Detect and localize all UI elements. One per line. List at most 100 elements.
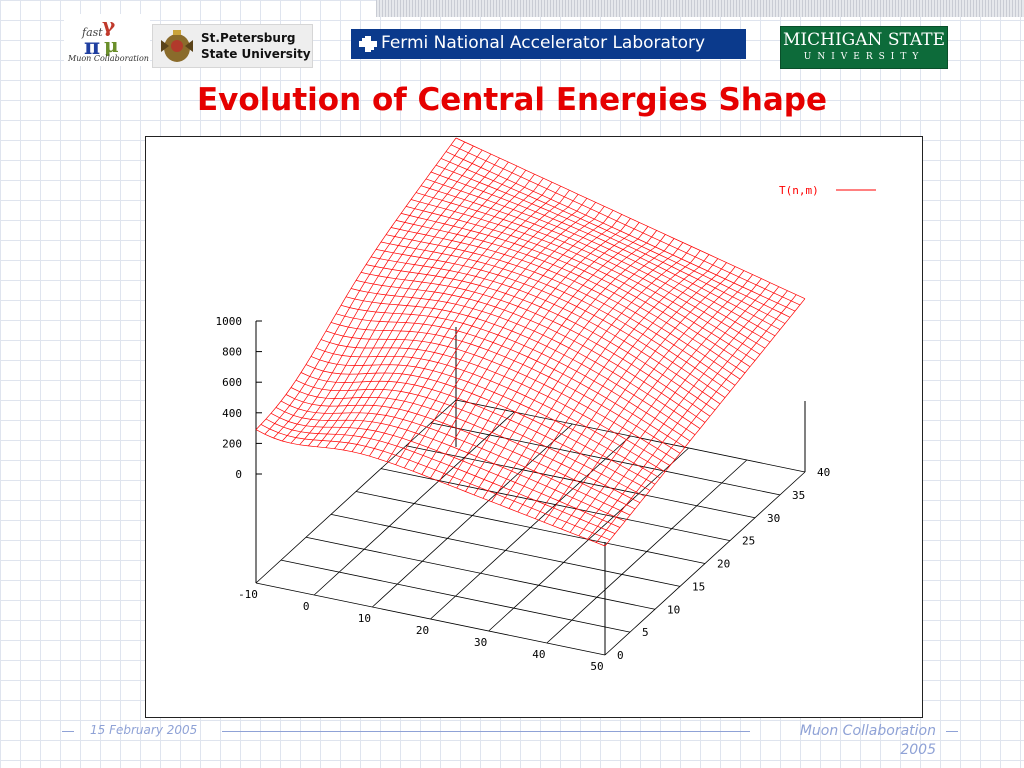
surface-line-n bbox=[264, 141, 465, 435]
floor-grid-line bbox=[430, 422, 781, 496]
surface-line-n bbox=[290, 153, 492, 444]
z-tick-label: 1000 bbox=[216, 315, 243, 328]
surface-line-n bbox=[456, 230, 657, 489]
surface-mesh bbox=[255, 137, 806, 547]
surface-line-m bbox=[320, 339, 671, 466]
spb-logo-line1: St.Petersburg bbox=[201, 31, 296, 45]
double-eagle-crest-icon bbox=[161, 30, 193, 62]
n-tick-label: 0 bbox=[303, 600, 310, 613]
floor-grid-line bbox=[305, 536, 656, 610]
svg-text:μ: μ bbox=[104, 33, 119, 56]
m-tick-label: 5 bbox=[642, 626, 649, 639]
tick-labels: 0 200 400 600 800 1000 -10 0 10 20 30 40 50 0 5 10 15 20 2… bbox=[216, 315, 831, 673]
surface-line-m bbox=[390, 227, 741, 380]
z-tick-label: 0 bbox=[235, 468, 242, 481]
surface-line-n bbox=[578, 286, 780, 537]
svg-text:π: π bbox=[84, 34, 100, 56]
surface-line-n bbox=[500, 250, 701, 506]
slide-title: Evolution of Central Energies Shape bbox=[196, 82, 828, 118]
surface-line-n bbox=[395, 202, 596, 465]
surface-line-n bbox=[561, 278, 762, 530]
m-tick-label: 35 bbox=[792, 489, 805, 502]
surface-line-n bbox=[343, 177, 544, 451]
muon-collaboration-logo: fast γ π μ Muon Collaboration bbox=[64, 13, 150, 66]
surface-line-n bbox=[534, 266, 736, 519]
n-tick-label: 10 bbox=[358, 612, 371, 625]
surface-line-n bbox=[491, 246, 692, 502]
surface-line-m bbox=[400, 213, 751, 367]
surface-line-n bbox=[421, 214, 623, 475]
m-tick-label: 40 bbox=[817, 466, 830, 479]
n-tick-label: 40 bbox=[532, 648, 545, 661]
surface-line-n bbox=[543, 270, 745, 523]
surface-line-n bbox=[369, 189, 570, 457]
floor-grid bbox=[255, 399, 806, 656]
surface-line-n bbox=[404, 206, 605, 469]
m-tick-label: 15 bbox=[692, 580, 705, 593]
svg-text:γ: γ bbox=[102, 14, 116, 37]
surface-line-n bbox=[334, 173, 535, 449]
z-tick-label: 800 bbox=[222, 346, 242, 359]
surface-line-n bbox=[482, 242, 684, 499]
muon-logo-icon: fast γ π μ bbox=[81, 13, 119, 60]
n-tick-label: 50 bbox=[590, 660, 603, 673]
surface-line-m bbox=[365, 264, 716, 411]
surface-line-n bbox=[569, 282, 771, 533]
surface-line-m bbox=[265, 418, 616, 534]
floor-grid-line bbox=[330, 513, 681, 587]
surface-line-m bbox=[425, 178, 776, 337]
footer-rule-left bbox=[62, 731, 74, 732]
n-tick-label: 20 bbox=[416, 624, 429, 637]
surface-line-m bbox=[290, 387, 641, 504]
surface-line-n bbox=[596, 294, 797, 543]
msu-logo: MICHIGAN STATE UNIVERSITY bbox=[780, 26, 948, 69]
surface-line-n bbox=[351, 181, 553, 452]
floor-grid-line bbox=[455, 399, 806, 473]
m-tick-label: 0 bbox=[617, 649, 624, 662]
floor-grid-line bbox=[405, 445, 756, 519]
surface-line-n bbox=[438, 222, 640, 482]
spb-logo-line2: State University bbox=[201, 47, 311, 61]
floor-grid-line bbox=[255, 582, 606, 656]
surface-line-m bbox=[260, 424, 611, 541]
surface-plot-canvas: 0 200 400 600 800 1000 -10 0 10 20 30 40 50 0 5 10 15 20 2… bbox=[216, 137, 876, 673]
svg-text:fast: fast bbox=[81, 26, 103, 39]
z-tick-label: 400 bbox=[222, 407, 242, 420]
surface-line-n bbox=[412, 210, 614, 472]
footer-organization: Muon Collaboration 2005 bbox=[800, 722, 936, 760]
surface-line-n bbox=[430, 218, 631, 479]
surface-line-m bbox=[435, 164, 786, 324]
footer-org-line2: 2005 bbox=[900, 742, 936, 758]
floor-grid-line bbox=[280, 559, 631, 633]
surface-line-n bbox=[316, 165, 518, 448]
surface-line-m bbox=[355, 280, 706, 423]
surface-line-m bbox=[370, 256, 721, 405]
floor-grid-line bbox=[355, 491, 706, 564]
surface-line-n bbox=[255, 137, 457, 430]
surface-line-m bbox=[315, 347, 666, 473]
floor-grid-line bbox=[380, 468, 731, 542]
m-tick-label: 20 bbox=[717, 558, 730, 571]
surface-line-n bbox=[360, 185, 561, 454]
surface-line-m bbox=[455, 137, 806, 300]
surface-line-m bbox=[405, 206, 756, 361]
surface-line-n bbox=[604, 298, 806, 547]
surface-line-n bbox=[508, 254, 710, 509]
n-tick-label: -10 bbox=[238, 588, 258, 601]
surface-line-n bbox=[281, 149, 483, 442]
spb-university-logo: St.Petersburg State University bbox=[152, 24, 313, 68]
surface-line-n bbox=[377, 194, 579, 459]
surface-line-n bbox=[325, 169, 527, 448]
muon-logo-caption: Muon Collaboration bbox=[68, 54, 149, 63]
legend-label: T(n,m) bbox=[779, 184, 819, 197]
footer-date: 15 February 2005 bbox=[90, 723, 198, 737]
m-tick-label: 10 bbox=[667, 603, 680, 616]
surface-line-m bbox=[420, 185, 771, 343]
surface-line-n bbox=[386, 198, 588, 462]
m-tick-label: 30 bbox=[767, 512, 780, 525]
n-tick-label: 30 bbox=[474, 636, 487, 649]
surface-line-n bbox=[447, 226, 649, 485]
surface-line-m bbox=[255, 429, 606, 547]
surface-line-m bbox=[430, 171, 781, 330]
header-decor-band bbox=[376, 0, 1024, 17]
